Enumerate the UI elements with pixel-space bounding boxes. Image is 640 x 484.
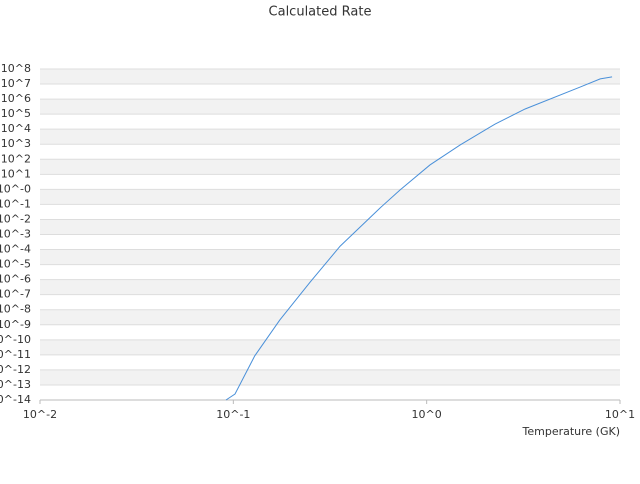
grid-band — [40, 174, 620, 190]
grid-band — [40, 249, 620, 265]
grid-band — [40, 84, 620, 100]
grid-band — [40, 309, 620, 325]
grid-band — [40, 159, 620, 175]
y-tick-label: 10^3 — [1, 137, 31, 150]
grid-band — [40, 369, 620, 385]
grid-band — [40, 189, 620, 205]
y-tick-label: 10^-4 — [0, 243, 31, 256]
x-tick-label: 10^0 — [412, 408, 442, 421]
y-tick-label: 10^2 — [1, 152, 31, 165]
y-tick-label: 10^-2 — [0, 212, 31, 225]
y-tick-label: 10^-0 — [0, 182, 31, 195]
grid-band — [40, 219, 620, 235]
y-tick-label: 10^-10 — [0, 333, 31, 346]
y-tick-label: 10^-3 — [0, 228, 31, 241]
data-line — [225, 76, 613, 401]
y-tick-label: 10^4 — [1, 122, 31, 135]
grid-band — [40, 354, 620, 370]
grid-band — [40, 144, 620, 160]
grid-band — [40, 264, 620, 280]
x-tick-label: 10^-2 — [23, 408, 57, 421]
y-tick-label: 10^-9 — [0, 318, 31, 331]
grid-band — [40, 204, 620, 220]
x-axis-label: Temperature (GK) — [522, 425, 621, 438]
y-tick-label: 10^-1 — [0, 197, 31, 210]
x-tick-label: 10^-1 — [216, 408, 250, 421]
y-tick-label: 10^-13 — [0, 378, 31, 391]
grid-band — [40, 234, 620, 250]
grid-band — [40, 339, 620, 355]
x-tick-label: 10^1 — [605, 408, 635, 421]
y-tick-label: 10^-5 — [0, 258, 31, 271]
y-tick-label: 10^-14 — [0, 393, 31, 406]
chart-title: Calculated Rate — [269, 5, 372, 20]
y-tick-label: 10^1 — [1, 167, 31, 180]
grid-band — [40, 129, 620, 145]
grid-band — [40, 324, 620, 340]
grid-band — [40, 69, 620, 85]
grid-band — [40, 99, 620, 115]
grid-band — [40, 294, 620, 310]
y-tick-label: 10^8 — [1, 62, 31, 75]
y-tick-label: 10^-6 — [0, 273, 31, 286]
y-tick-label: 10^6 — [1, 92, 31, 105]
grid-band — [40, 279, 620, 295]
y-tick-label: 10^-12 — [0, 363, 31, 376]
y-tick-label: 10^7 — [1, 77, 31, 90]
grid-band — [40, 114, 620, 130]
y-tick-label: 10^-11 — [0, 348, 31, 361]
y-tick-label: 10^-7 — [0, 288, 31, 301]
y-tick-label: 10^5 — [1, 107, 31, 120]
y-tick-label: 10^-8 — [0, 303, 31, 316]
grid-band — [40, 384, 620, 400]
